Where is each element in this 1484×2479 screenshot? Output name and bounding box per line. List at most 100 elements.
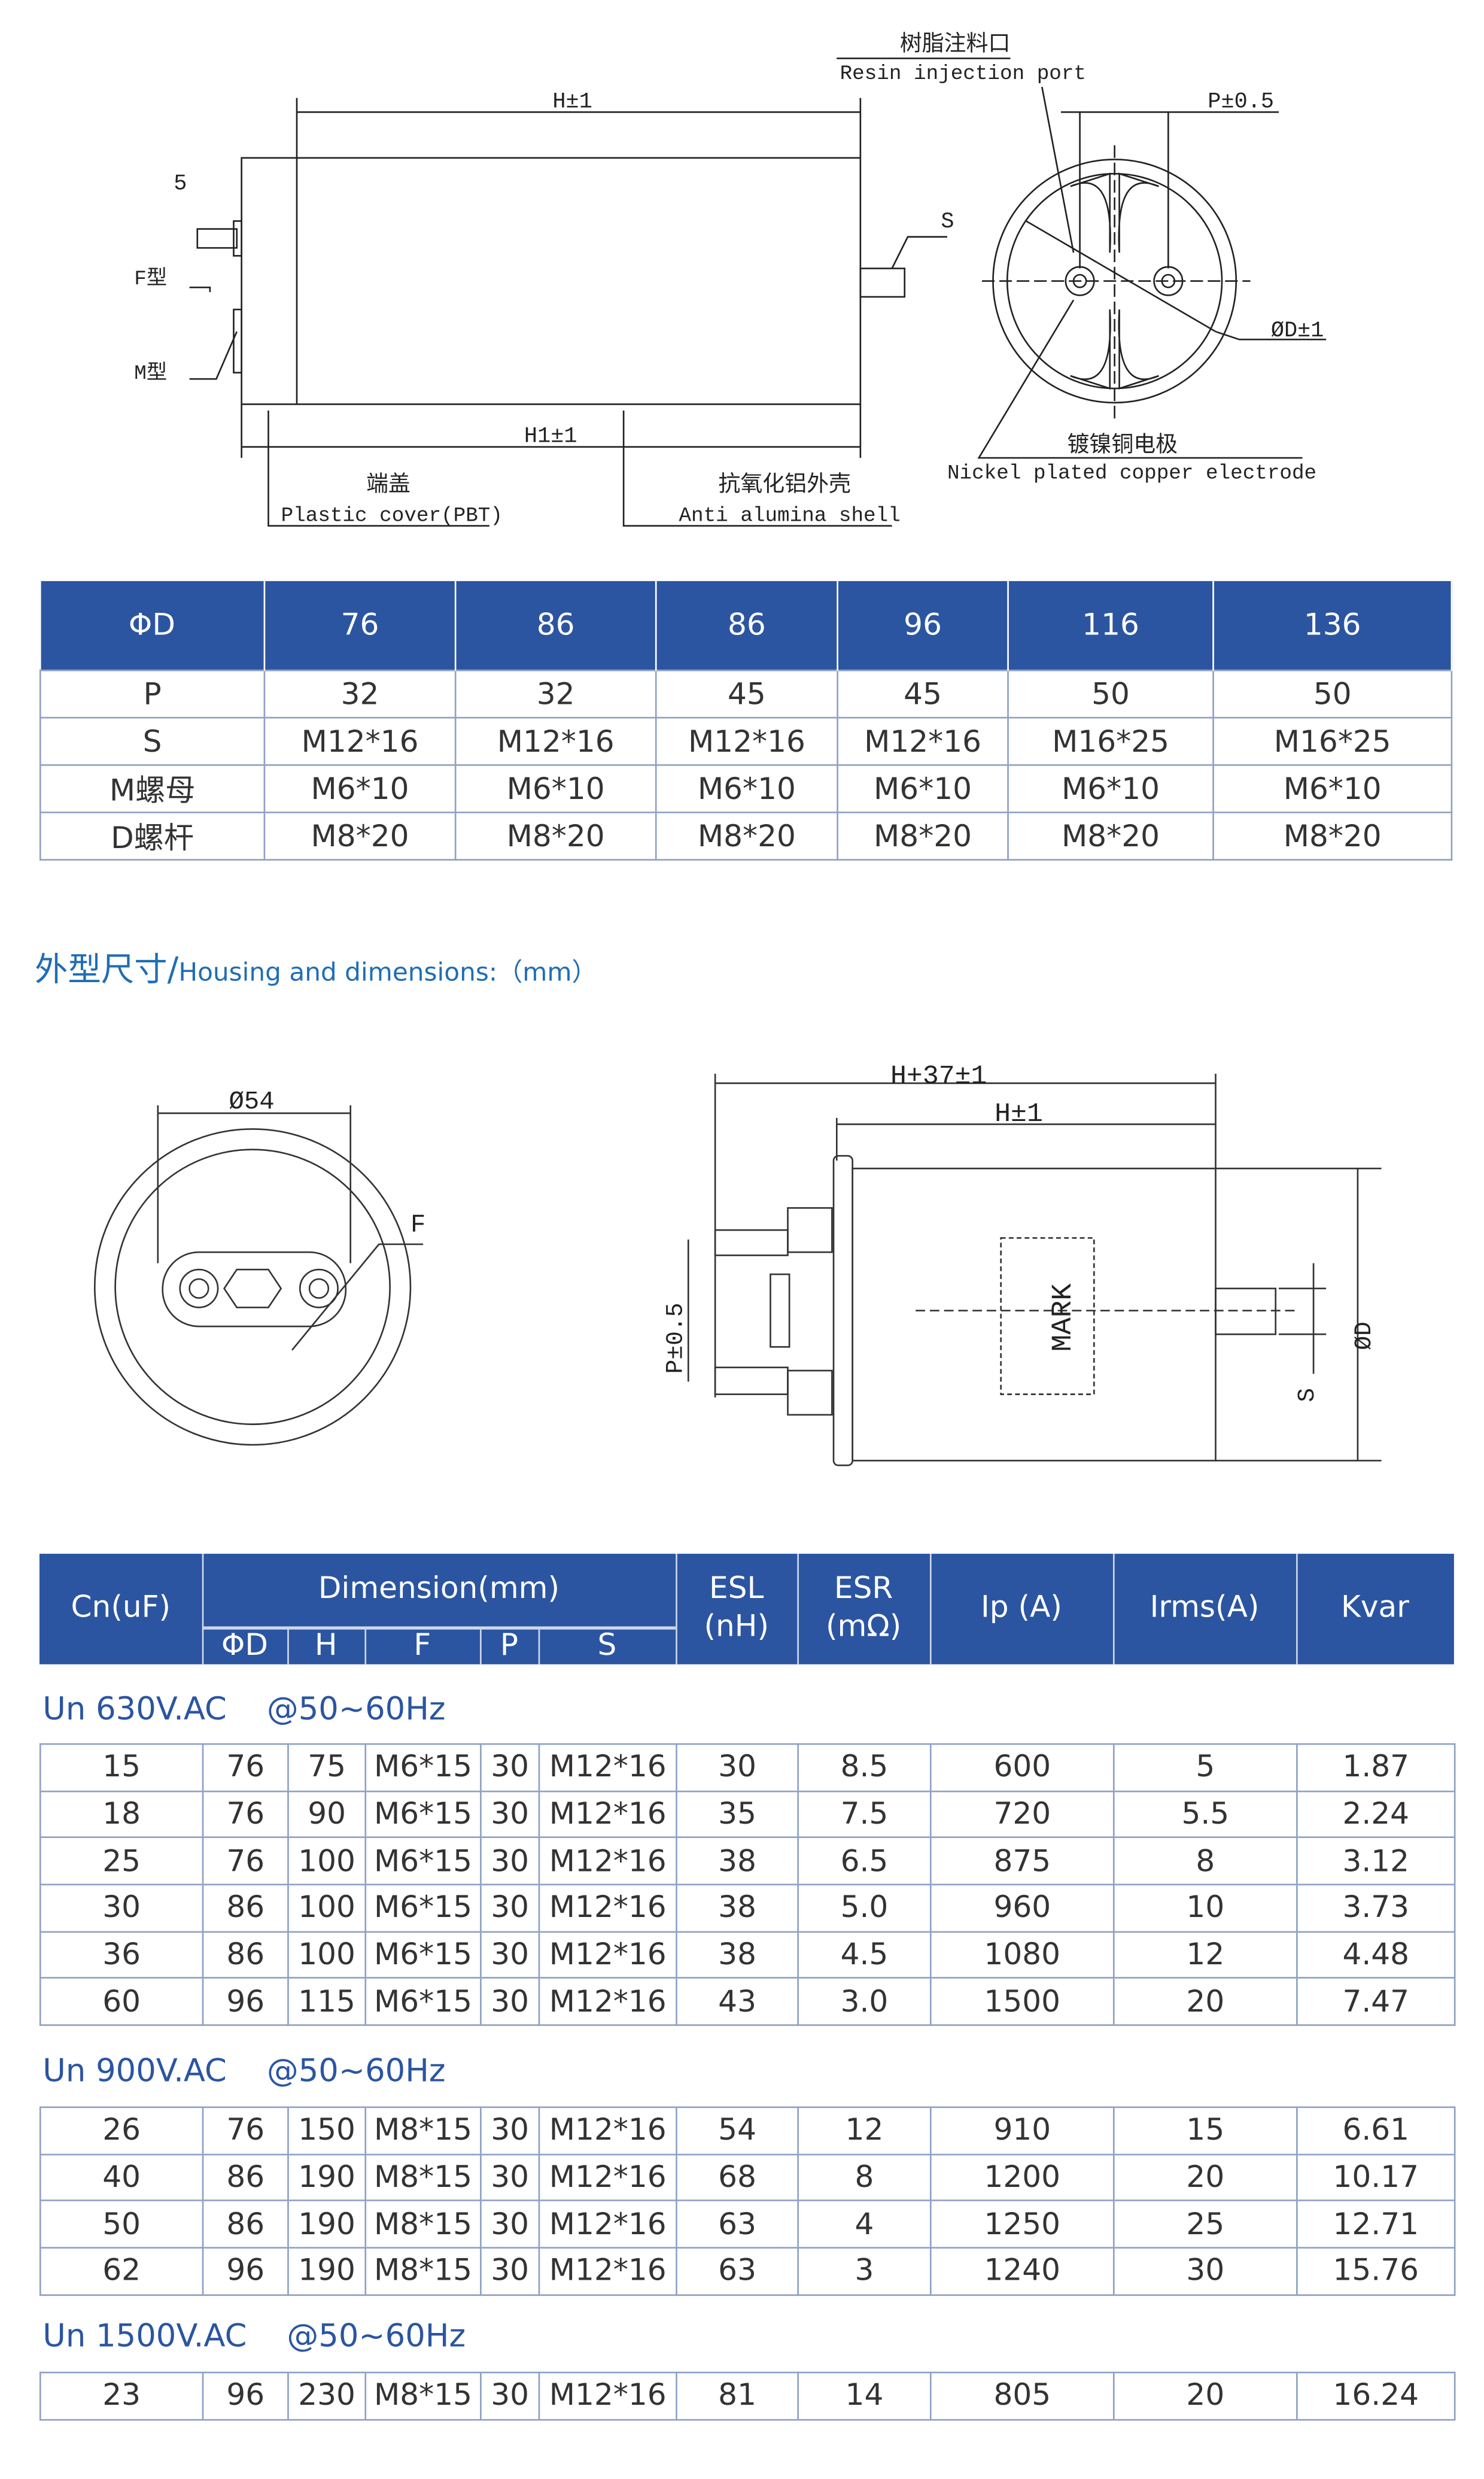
table-cell: P [39, 669, 266, 719]
table-cell: M16*25 [1007, 716, 1214, 766]
title-cn: 外型尺寸/ [35, 950, 179, 989]
table-cell: 30 [676, 1743, 799, 1792]
table-cell: 30 [480, 1883, 540, 1933]
table-cell: M6*10 [1212, 764, 1453, 813]
table-cell: D螺杆 [39, 812, 266, 861]
table-cell: M8*15 [364, 2153, 482, 2202]
table-cell: 40 [39, 2153, 204, 2202]
table-cell: M6*10 [837, 764, 1009, 813]
table-cell: 76 [202, 1790, 289, 1839]
dim-h: H±1 [995, 1099, 1043, 1129]
table-cell: 60 [39, 1977, 204, 2027]
table-cell: M12*16 [263, 716, 457, 766]
dim-h: H±1 [552, 89, 592, 114]
dim-s: S [941, 209, 954, 235]
table-cell: 600 [929, 1743, 1115, 1792]
top-drawing: 树脂注料口 Resin injection port H±1 P±0.5 5 S… [134, 31, 1327, 528]
table-cell: 86 [202, 1930, 289, 1979]
table-cell: M12*16 [538, 1743, 677, 1792]
table-cell: 96 [202, 2247, 289, 2296]
table-cell: 14 [797, 2371, 932, 2420]
shell-cn: 抗氧化铝外壳 [718, 472, 851, 499]
table-row: 62 96 190 M8*15 30 M12*16 63 3 1240 30 15.76 [39, 2247, 1456, 2296]
table-cell: 32 [263, 669, 457, 719]
table-row: 50 86 190 M8*15 30 M12*16 63 4 1250 25 12.71 [39, 2200, 1456, 2249]
table-cell: 30 [480, 1930, 540, 1979]
cover-en: Plastic cover(PBT) [281, 505, 503, 528]
table-cell: 45 [837, 669, 1009, 719]
shell-en: Anti alumina shell [679, 505, 900, 528]
table-cell: 76 [202, 1743, 289, 1792]
table-cell: 30 [480, 2106, 540, 2155]
section-title: 外型尺寸/Housing and dimensions:（mm） [35, 944, 597, 992]
table-cell: 720 [929, 1790, 1115, 1839]
table-cell: 30 [480, 1977, 540, 2027]
table-cell: 190 [287, 2247, 367, 2296]
table-cell: 30 [480, 2200, 540, 2249]
table-cell: M12*16 [454, 716, 657, 766]
table-cell: M8*20 [655, 812, 838, 861]
table-cell: 15 [39, 1743, 204, 1792]
table-cell: 20 [1113, 2371, 1298, 2420]
dim-5: 5 [174, 172, 187, 197]
header-kvar: Kvar [1340, 1590, 1409, 1626]
table-cell: M12*16 [538, 2247, 677, 2296]
table-cell: 30 [480, 1790, 540, 1839]
table-row: P 32 32 45 45 50 50 [39, 669, 1453, 719]
table-cell: M8*20 [454, 812, 657, 861]
table-cell: 7.47 [1296, 1977, 1456, 2027]
m-type: M型 [134, 361, 167, 385]
table-cell: M6*15 [364, 1837, 482, 1886]
table-row: S M12*16 M12*16 M12*16 M12*16 M16*25 M16*25 [39, 716, 1453, 766]
table-cell: 150 [287, 2106, 367, 2155]
table-cell: 30 [480, 1743, 540, 1792]
table-cell: M6*15 [364, 1977, 482, 2027]
header-s: S [597, 1628, 617, 1663]
table-cell: 190 [287, 2200, 367, 2249]
header-esl: ESL (nH) [704, 1571, 770, 1644]
table-cell: 1200 [929, 2153, 1115, 2202]
header-d: ΦD [221, 1628, 268, 1663]
table-row: M螺母 M6*10 M6*10 M6*10 M6*10 M6*10 M6*10 [39, 764, 1453, 813]
table-cell: M12*16 [538, 1790, 677, 1839]
dim-h37: H+37±1 [890, 1062, 987, 1092]
table-cell: 30 [480, 2153, 540, 2202]
table-cell: 25 [1113, 2200, 1298, 2249]
table-cell: 26 [39, 2106, 204, 2155]
table-cell: M6*10 [454, 764, 657, 813]
table-cell: 12 [1113, 1930, 1298, 1979]
table-cell: 86 [202, 2153, 289, 2202]
table-cell: 15 [1113, 2106, 1298, 2155]
table-cell: M8*15 [364, 2200, 482, 2249]
dim-d: ØD [1351, 1321, 1377, 1350]
table-cell: 1500 [929, 1977, 1115, 2027]
table-cell: 805 [929, 2371, 1115, 2420]
table-cell: 96 [202, 2371, 289, 2420]
table-cell: 63 [676, 2247, 799, 2296]
table-cell: 12.71 [1296, 2200, 1456, 2249]
table-cell: 2.24 [1296, 1790, 1456, 1839]
table-cell: 3.0 [797, 1977, 932, 2027]
table-cell: M12*16 [538, 1977, 677, 2027]
header-p: P [500, 1628, 518, 1663]
table-cell: 30 [480, 2247, 540, 2296]
table-cell: M12*16 [538, 2153, 677, 2202]
dim-d: ØD±1 [1271, 318, 1324, 344]
table-cell: 960 [929, 1883, 1115, 1933]
table-cell: 23 [39, 2371, 204, 2420]
header-cell: 76 [264, 581, 457, 670]
table-cell: 38 [676, 1837, 799, 1886]
table-cell: 30 [1113, 2247, 1298, 2296]
bottom-drawing: H+37±1 H±1 Ø54 F MARK P±0.5 S ØD [93, 1062, 1382, 1466]
dim-p: P±0.5 [662, 1303, 689, 1374]
table-cell: M12*16 [538, 1837, 677, 1886]
dim-p: P±0.5 [1208, 89, 1274, 114]
table-cell: 36 [39, 1930, 204, 1979]
header-dimension: Dimension(mm) [318, 1571, 560, 1606]
table-cell: 75 [287, 1743, 367, 1792]
table-cell: M12*16 [538, 2106, 677, 2155]
table-row: D螺杆 M8*20 M8*20 M8*20 M8*20 M8*20 M8*20 [39, 812, 1453, 861]
table-cell: 1.87 [1296, 1743, 1456, 1792]
header-cell: 86 [455, 581, 657, 670]
